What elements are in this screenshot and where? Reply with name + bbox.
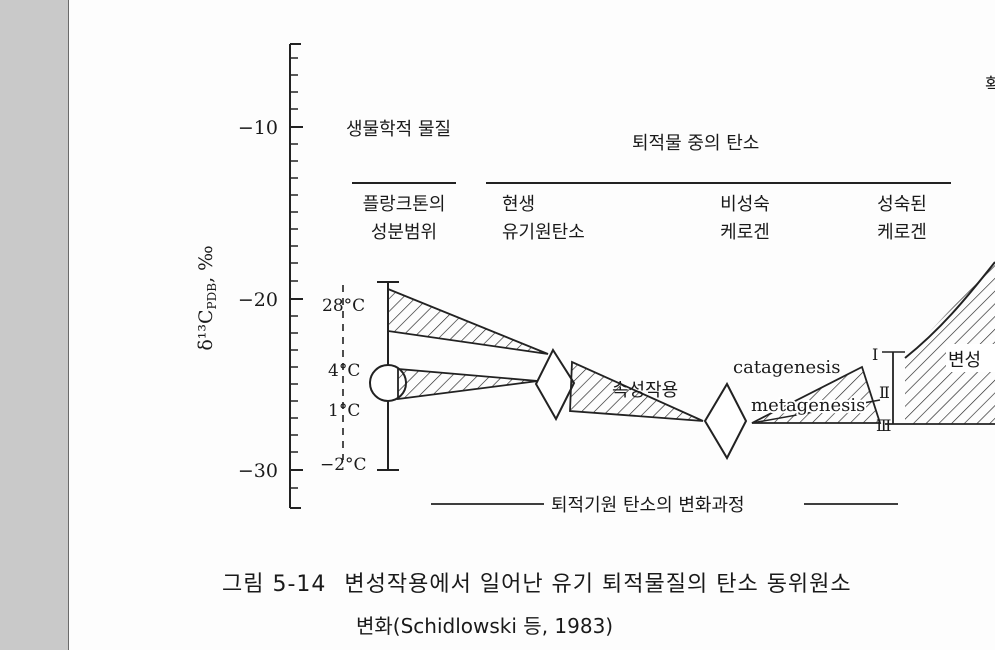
y-axis-label: δ¹³CPDB, ‰ — [195, 245, 219, 350]
figure-caption-line2: 변화(Schidlowski 등, 1983) — [356, 614, 614, 638]
metamorphism-curve — [904, 261, 995, 359]
diagenesis-hatched-wedge — [569, 360, 704, 422]
temp-minus2c: −2°C — [320, 455, 367, 475]
col-immature-line2: 케로겐 — [720, 222, 770, 243]
left-margin-panel — [0, 0, 69, 650]
header-right-cut: 확 — [985, 75, 995, 96]
upper-hatched-wedge — [387, 287, 549, 355]
lower-hatched-wedge — [397, 368, 539, 401]
col-immature-line1: 비성숙 — [720, 194, 770, 215]
col-mature-line1: 성숙된 — [877, 194, 927, 215]
label-metagenesis: metagenesis — [751, 395, 865, 416]
col-plankton-line1: 플랑크톤의 — [363, 194, 446, 215]
header-biological: 생물학적 물질 — [346, 119, 451, 140]
temp-4c: 4°C — [328, 361, 360, 381]
recent-carbon-diamond — [534, 347, 576, 422]
label-diagenesis: 속성작용 — [612, 380, 678, 401]
figure-caption-text: 변성작용에서 일어난 유기 퇴적물질의 탄소 동위원소 — [344, 572, 852, 597]
immature-kerogen-diamond — [703, 381, 748, 461]
stage-1: Ⅰ — [872, 345, 878, 364]
header-sediment-carbon: 퇴적물 중의 탄소 — [632, 133, 759, 154]
label-catagenesis: catagenesis — [733, 357, 840, 378]
label-metamorphism: 변성 — [948, 350, 981, 371]
col-plankton-line2: 성분범위 — [371, 222, 437, 243]
metamorphism-label-bg — [946, 344, 995, 372]
kerogen-maturation-wedge — [751, 365, 882, 424]
stage-2: Ⅱ — [879, 383, 890, 402]
maturation-split-line — [751, 399, 881, 424]
metamorphism-hatched-region — [905, 262, 995, 424]
temp-1c: 1°C — [328, 401, 360, 421]
col-recent-line1: 현생 — [502, 194, 535, 215]
figure-caption-line1: 그림 5-14 변성작용에서 일어난 유기 퇴적물질의 탄소 동위원소 — [222, 566, 852, 598]
stage-3: Ⅲ — [876, 416, 891, 435]
bottom-line-label: 퇴적기원 탄소의 변화과정 — [551, 495, 745, 516]
y-tick-minus20: −20 — [238, 289, 278, 311]
col-mature-line2: 케로겐 — [877, 222, 927, 243]
col-recent-line2: 유기원탄소 — [502, 222, 585, 243]
scanned-page — [69, 0, 995, 650]
y-tick-minus10: −10 — [238, 117, 278, 139]
y-axis — [289, 43, 303, 509]
y-tick-minus30: −30 — [238, 460, 278, 482]
temp-28c: 28°C — [322, 296, 365, 316]
figure-number: 그림 5-14 — [222, 572, 327, 597]
